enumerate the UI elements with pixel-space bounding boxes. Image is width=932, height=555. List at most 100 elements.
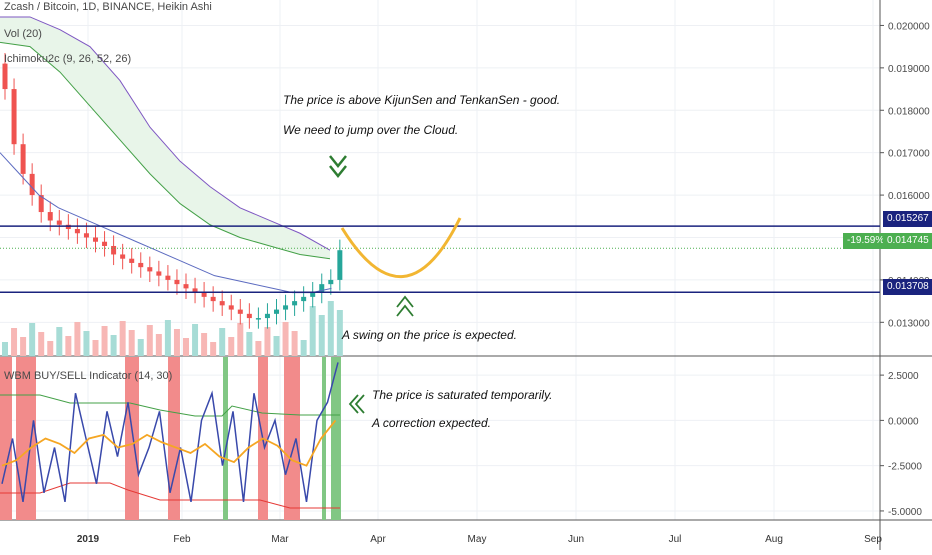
ichimoku-label: Ichimoku2c (9, 26, 52, 26) <box>4 53 132 65</box>
candle-body <box>337 250 343 280</box>
volume-bar <box>101 326 108 356</box>
volume-bar <box>137 339 144 356</box>
volume-bar <box>219 328 226 356</box>
candle-body <box>83 233 89 238</box>
sell-zone <box>27 357 33 520</box>
wbm-label: WBM BUY/SELL Indicator (14, 30) <box>4 370 173 382</box>
chevron-left-icon <box>348 394 365 414</box>
price-tick-label: 0.019000 <box>888 64 930 75</box>
candle-body <box>11 89 17 145</box>
volume-bar <box>29 323 36 356</box>
sell-zone <box>284 357 300 520</box>
time-tick-label: May <box>468 534 487 545</box>
time-tick-label: Jun <box>568 534 584 545</box>
candle-body <box>292 301 298 306</box>
lower-band <box>0 482 340 509</box>
indicator-tick-label: 2.5000 <box>888 371 919 382</box>
time-tick-label: Aug <box>765 534 783 545</box>
price-tick-label: 0.018000 <box>888 106 930 117</box>
sell-zone <box>125 357 139 520</box>
volume-bar <box>119 321 126 356</box>
candle-body <box>255 318 261 320</box>
candle-body <box>210 296 216 302</box>
candle-body <box>120 254 126 259</box>
volume-bar <box>273 336 280 356</box>
price-tick-label: 0.020000 <box>888 21 930 32</box>
candle-body <box>147 267 153 272</box>
sell-zone <box>168 357 180 520</box>
volume-bar <box>291 331 298 356</box>
chart-title: Zcash / Bitcoin, 1D, BINANCE, Heikin Ash… <box>4 1 212 13</box>
volume-bar <box>210 342 217 356</box>
volume-bar <box>183 338 189 356</box>
volume-bar <box>20 337 27 356</box>
candle-body <box>274 309 279 314</box>
indicator-tick-label: 0.0000 <box>888 416 919 427</box>
candle-body <box>102 241 108 246</box>
volume-bar <box>309 306 316 356</box>
candle-body <box>192 288 198 293</box>
candle-body <box>264 313 270 319</box>
candle-body <box>228 305 234 310</box>
volume-bar <box>173 329 180 356</box>
senkou-span-a <box>0 41 331 260</box>
buy-zone <box>223 357 228 520</box>
candle-body <box>246 313 252 319</box>
candle-body <box>328 279 334 285</box>
time-tick-label: Feb <box>173 534 191 545</box>
candle-body <box>2 63 8 90</box>
indicator-tick-label: -5.0000 <box>888 507 922 518</box>
volume-bar <box>336 310 343 356</box>
volume-bar <box>110 335 117 356</box>
candle-body <box>319 284 325 293</box>
candle-body <box>237 309 243 314</box>
candle-body <box>56 220 62 225</box>
volume-bar <box>11 328 18 356</box>
time-tick-label: 2019 <box>77 534 100 545</box>
candle-body <box>301 296 307 302</box>
volume-bar <box>237 323 244 356</box>
volume-bar <box>164 320 171 356</box>
resistance-price-tag: 0.015267 <box>883 211 932 227</box>
annotation-kijun: The price is above KijunSen and TenkanSe… <box>283 93 561 107</box>
volume-bar <box>38 332 45 356</box>
candle-body <box>283 305 289 310</box>
kijun-sen <box>0 152 332 294</box>
buy-zone <box>331 357 341 520</box>
candle-body <box>38 195 44 213</box>
candle-body <box>201 292 207 297</box>
price-tick-label: 0.017000 <box>888 149 930 160</box>
volume-bar <box>128 330 135 356</box>
volume-bar <box>327 301 334 356</box>
candle-body <box>156 271 162 276</box>
wbm-line <box>1 362 339 503</box>
indicator-tick-label: -2.5000 <box>888 462 922 473</box>
volume-bar <box>300 340 307 356</box>
ichimoku-cloud <box>0 16 330 259</box>
volume-bar <box>92 340 99 356</box>
candle-body <box>29 173 35 196</box>
candle-body <box>47 212 53 221</box>
price-tick-label: 0.013000 <box>888 318 930 329</box>
vol-label: Vol (20) <box>4 28 42 40</box>
candle-body <box>174 279 180 285</box>
expected-swing-curve <box>340 217 462 279</box>
chevron-up-icon <box>396 295 414 317</box>
candle-body <box>183 284 189 289</box>
candle-body <box>219 301 225 306</box>
volume-bar <box>83 331 90 356</box>
volume-bar <box>282 322 289 356</box>
candle-body <box>74 229 80 234</box>
time-tick-label: Sep <box>864 534 882 545</box>
candle-body <box>20 144 26 174</box>
volume-bar <box>74 322 81 356</box>
price-change-tag: -19.59% <box>843 233 889 249</box>
volume-bar <box>146 325 153 356</box>
signal-line <box>1 419 337 467</box>
volume-bar <box>2 342 8 356</box>
volume-bar <box>318 315 325 356</box>
volume-bar <box>65 336 72 356</box>
annotation-cloud: We need to jump over the Cloud. <box>283 123 459 137</box>
upper-band <box>0 394 340 417</box>
